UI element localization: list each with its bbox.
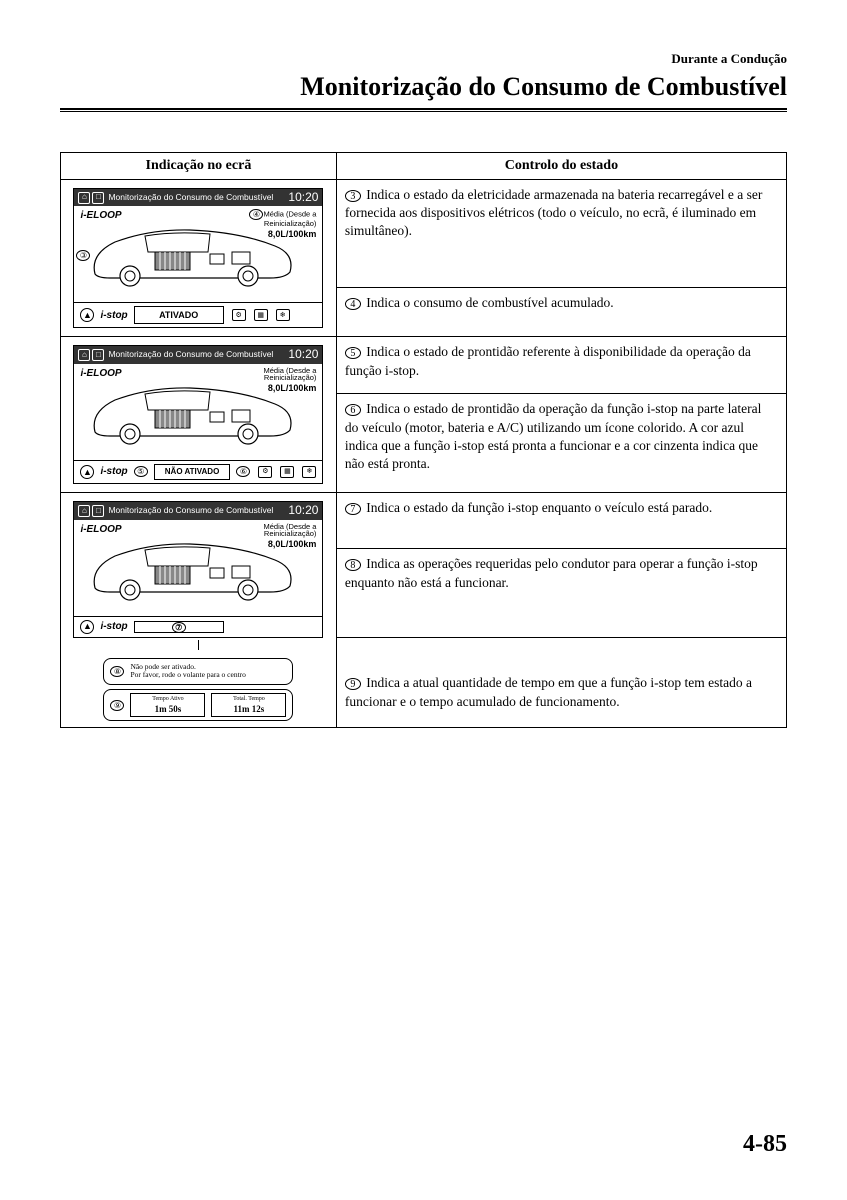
clock-text: 10:20 [288,504,318,517]
connector-line [198,640,199,650]
nav-icon: □ [92,349,104,361]
ref-circle-3: 3 [345,190,361,202]
col-header-right: Controlo do estado [336,153,786,180]
screen-title: Monitorização do Consumo de Combustível [108,350,273,359]
display-screen-2: ⌂ □ Monitorização do Consumo de Combustí… [73,345,323,484]
screen-body: i-ELOOP Média (Desde a Reinicialização) … [74,364,322,460]
screen-bottom-bar: ▲ i-stop ⑦ [74,616,322,637]
ref-circle-9: 9 [345,678,361,690]
status-nao-ativado: NÃO ATIVADO [154,464,231,481]
screen-cell-1: ⌂ □ Monitorização do Consumo de Combustí… [61,180,337,337]
istop-label: i-stop [100,309,127,323]
car-diagram: ③ [80,224,300,292]
screen-header: ⌂ □ Monitorização do Consumo de Combustí… [74,502,322,519]
table-row: ⌂ □ Monitorização do Consumo de Combustí… [61,493,787,549]
display-screen-3: ⌂ □ Monitorização do Consumo de Combustí… [73,501,323,637]
desc-text: Indica o estado da função i-stop enquant… [366,500,712,515]
header-section-label: Durante a Condução [60,50,787,68]
ref-circle-5: 5 [345,347,361,359]
ref-circle-4: 4 [345,298,361,310]
display-screen-1: ⌂ □ Monitorização do Consumo de Combustí… [73,188,323,328]
media-label-2: Reinicialização) [263,530,316,538]
screen-body: i-ELOOP Média (Desde a Reinicialização) … [74,520,322,616]
desc-text: Indica as operações requeridas pelo cond… [345,556,758,589]
screen-cell-3: ⌂ □ Monitorização do Consumo de Combustí… [61,493,337,728]
ref-circle-8: 8 [345,559,361,571]
timer-active-value: 1m 50s [155,704,182,714]
desc-cell: 8 Indica as operações requeridas pelo co… [336,549,786,638]
nav-icon: □ [92,505,104,517]
timer-box: ⑨ Tempo Ativo 1m 50s Total. Tempo 11m 12… [103,689,293,722]
message-box: ⑧ Não pode ser ativado. Por favor, rode … [103,658,293,685]
nav-icon: □ [92,192,104,204]
screen-title: Monitorização do Consumo de Combustível [108,506,273,515]
timer-total: Total. Tempo 11m 12s [211,693,286,718]
ref-circle-7: 7 [345,503,361,515]
status-ativado: ATIVADO [134,306,224,324]
page-title: Monitorização do Consumo de Combustível [60,72,787,102]
home-icon: ⌂ [78,505,90,517]
timer-total-label: Total. Tempo [216,695,281,703]
ref-6-icon: ⑥ [236,466,250,477]
media-label-2: Reinicialização) [263,374,316,382]
screen-bottom-bar: ▲ i-stop ⑤ NÃO ATIVADO ⑥ ⚙ ▦ ❄ [74,460,322,484]
desc-text: Indica a atual quantidade de tempo em qu… [345,675,752,708]
up-arrow-icon: ▲ [80,465,94,479]
media-label-1: Média (Desde a [263,210,316,219]
table-row: ⌂ □ Monitorização do Consumo de Combustí… [61,180,787,288]
section-label: Durante a Condução [671,51,787,66]
home-icon: ⌂ [78,192,90,204]
desc-cell: 5 Indica o estado de prontidão referente… [336,337,786,394]
ref-9-icon: ⑨ [110,700,124,711]
desc-text: Indica o consumo de combustível acumulad… [366,295,613,310]
up-arrow-icon: ▲ [80,308,94,322]
status-empty: ⑦ [134,621,224,633]
ref-4-icon: ④ [249,209,263,220]
engine-icon: ⚙ [232,309,246,321]
col-header-left: Indicação no ecrã [61,153,337,180]
desc-cell: 9 Indica a atual quantidade de tempo em … [336,638,786,728]
desc-text: Indica o estado de prontidão da operação… [345,401,761,471]
engine-icon: ⚙ [258,466,272,478]
ref-8-icon: ⑧ [110,666,124,677]
screen-header: ⌂ □ Monitorização do Consumo de Combustí… [74,189,322,206]
clock-text: 10:20 [288,348,318,361]
desc-cell: 7 Indica o estado da função i-stop enqua… [336,493,786,549]
title-divider [60,108,787,112]
istop-label: i-stop [100,620,127,634]
page: Durante a Condução Monitorização do Cons… [0,0,847,768]
ac-icon: ❄ [302,466,316,478]
battery-icon: ▦ [280,466,294,478]
content-table: Indicação no ecrã Controlo do estado ⌂ □… [60,152,787,728]
car-diagram [80,382,300,450]
ref-circle-6: 6 [345,404,361,416]
ref-5-icon: ⑤ [134,466,148,477]
screen-bottom-bar: ▲ i-stop ATIVADO ⚙ ▦ ❄ [74,302,322,327]
desc-text: Indica o estado da eletricidade armazena… [345,187,763,238]
screen-header: ⌂ □ Monitorização do Consumo de Combustí… [74,346,322,363]
desc-text: Indica o estado de prontidão referente à… [345,344,751,377]
ac-icon: ❄ [276,309,290,321]
up-arrow-icon: ▲ [80,620,94,634]
home-icon: ⌂ [78,349,90,361]
battery-icon: ▦ [254,309,268,321]
table-row: ⌂ □ Monitorização do Consumo de Combustí… [61,337,787,394]
clock-text: 10:20 [288,191,318,204]
screen-title: Monitorização do Consumo de Combustível [108,193,273,202]
desc-cell: 3 Indica o estado da eletricidade armaze… [336,180,786,288]
page-number: 4-85 [743,1131,787,1158]
timer-active-label: Tempo Ativo [135,695,200,703]
ref-7-icon: ⑦ [172,622,186,633]
car-diagram [80,538,300,606]
screen-body: i-ELOOP ④Média (Desde a Reinicialização)… [74,206,322,302]
timer-total-value: 11m 12s [234,704,265,714]
screen-cell-2: ⌂ □ Monitorização do Consumo de Combustí… [61,337,337,493]
msg-line-2: Por favor, rode o volante para o centro [130,671,246,680]
istop-label: i-stop [100,465,127,479]
desc-cell: 6 Indica o estado de prontidão da operaç… [336,394,786,493]
desc-cell: 4 Indica o consumo de combustível acumul… [336,287,786,337]
timer-active: Tempo Ativo 1m 50s [130,693,205,718]
